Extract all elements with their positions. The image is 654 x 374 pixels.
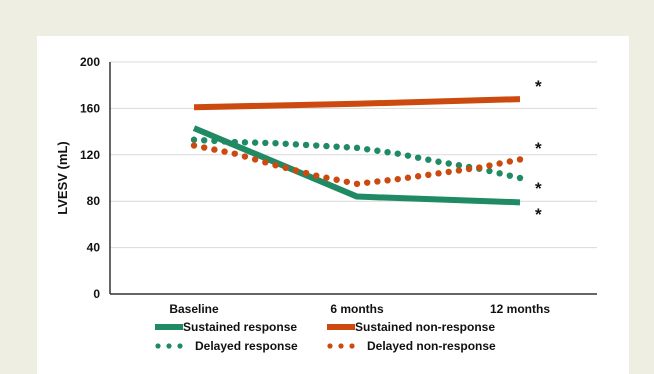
series-dot-delayed-non-response: [445, 168, 452, 176]
series-dot-delayed-non-response: [455, 167, 463, 174]
series-dot-delayed-response: [374, 147, 381, 154]
series-dot-delayed-non-response: [414, 173, 422, 180]
series-dot-delayed-non-response: [425, 171, 432, 179]
series-dot-delayed-response: [384, 148, 391, 156]
legend-swatch-delayed-response: [166, 343, 172, 349]
series-dot-delayed-response: [486, 167, 493, 175]
series-dot-delayed-response: [394, 150, 401, 157]
series-dot-delayed-response: [414, 154, 422, 161]
y-tick-label: 200: [80, 55, 100, 69]
x-tick-label: Baseline: [169, 302, 219, 316]
series-dot-delayed-non-response: [363, 179, 371, 186]
legend-swatch-delayed-non-response: [349, 343, 355, 349]
series-dot-delayed-non-response: [272, 162, 279, 169]
series-dot-delayed-response: [221, 138, 228, 145]
x-tick-label: 12 months: [490, 302, 550, 316]
series-line-sustained-response: [192, 125, 521, 206]
series-dot-delayed-response: [190, 136, 198, 143]
series-dot-delayed-response: [231, 138, 238, 146]
significance-marker: *: [535, 77, 542, 96]
series-dot-delayed-response: [496, 170, 503, 177]
series-dot-delayed-non-response: [516, 156, 524, 163]
series-dot-delayed-response: [333, 143, 340, 150]
series-dot-delayed-non-response: [404, 174, 412, 181]
series-dot-delayed-response: [323, 142, 330, 150]
series-dot-delayed-response: [425, 156, 432, 163]
series-dot-delayed-response: [251, 139, 259, 146]
series-dot-delayed-non-response: [231, 150, 238, 157]
series-dot-delayed-non-response: [435, 170, 442, 177]
series-dot-delayed-non-response: [292, 167, 300, 174]
series-dot-delayed-response: [292, 141, 300, 148]
series-dot-delayed-non-response: [190, 142, 198, 149]
series-dot-delayed-response: [211, 137, 218, 145]
series-dot-delayed-non-response: [465, 165, 473, 173]
series-dot-delayed-response: [343, 144, 351, 151]
significance-marker: *: [535, 179, 542, 198]
legend-swatch-delayed-response: [177, 343, 183, 349]
series-dot-delayed-non-response: [282, 164, 289, 172]
series-dot-delayed-non-response: [343, 178, 351, 185]
series-dot-delayed-non-response: [302, 169, 310, 177]
series-dot-delayed-non-response: [251, 156, 259, 163]
series-dot-delayed-non-response: [221, 148, 228, 155]
series-dot-delayed-non-response: [506, 158, 514, 165]
series-dot-delayed-non-response: [200, 144, 208, 151]
series-dot-delayed-response: [445, 160, 452, 167]
series-dot-delayed-response: [200, 137, 208, 144]
series-dot-delayed-response: [404, 152, 412, 159]
legend-label: Sustained non-response: [355, 320, 495, 334]
y-tick-label: 120: [80, 148, 100, 162]
series-dot-delayed-non-response: [211, 146, 218, 153]
series-dot-delayed-response: [302, 141, 310, 149]
series-dot-delayed-non-response: [262, 159, 269, 166]
legend-label: Delayed non-response: [367, 339, 496, 353]
series-dot-delayed-non-response: [476, 164, 483, 171]
series-dot-delayed-non-response: [353, 180, 361, 187]
legend-swatch-delayed-non-response: [338, 343, 344, 349]
series-dot-delayed-response: [272, 140, 279, 147]
legend-swatch-delayed-response: [155, 343, 161, 349]
series-dot-delayed-non-response: [384, 177, 391, 184]
series-dot-delayed-non-response: [323, 174, 330, 181]
legend-swatch-delayed-non-response: [327, 343, 333, 349]
series-dot-delayed-response: [435, 158, 442, 165]
series-dot-delayed-response: [516, 174, 524, 182]
series-dot-delayed-non-response: [241, 153, 249, 160]
line-chart: 0 40 80 120 160 200 LVESV (mL) Baseline 6 months…: [55, 55, 597, 353]
series-dot-delayed-non-response: [333, 176, 340, 183]
y-tick-label: 160: [80, 101, 100, 115]
series-dot-delayed-non-response: [394, 175, 401, 183]
y-tick-label: 80: [87, 194, 101, 208]
series-dot-delayed-non-response: [313, 172, 320, 179]
y-tick-label: 0: [93, 287, 100, 301]
y-axis-title: LVESV (mL): [55, 141, 70, 214]
series-dot-delayed-non-response: [486, 162, 493, 169]
series-line-sustained-non-response: [193, 96, 521, 111]
legend-label: Sustained response: [183, 320, 297, 334]
series-dot-delayed-response: [313, 142, 320, 149]
series-dot-delayed-non-response: [374, 178, 381, 185]
significance-marker: *: [535, 139, 542, 158]
x-tick-label: 6 months: [330, 302, 384, 316]
series-dot-delayed-response: [282, 140, 289, 147]
significance-marker: *: [535, 205, 542, 224]
chart-panel: 0 40 80 120 160 200 LVESV (mL) Baseline 6 months…: [37, 36, 629, 374]
series-dot-delayed-response: [455, 162, 463, 169]
legend-label: Delayed response: [195, 339, 298, 353]
y-tick-label: 40: [87, 241, 101, 255]
series-dot-delayed-response: [241, 139, 249, 146]
series-dot-delayed-response: [262, 139, 269, 147]
series-dot-delayed-response: [506, 172, 514, 179]
series-dot-delayed-response: [353, 144, 361, 152]
series-dot-delayed-response: [363, 146, 371, 153]
series-dot-delayed-non-response: [496, 160, 503, 167]
